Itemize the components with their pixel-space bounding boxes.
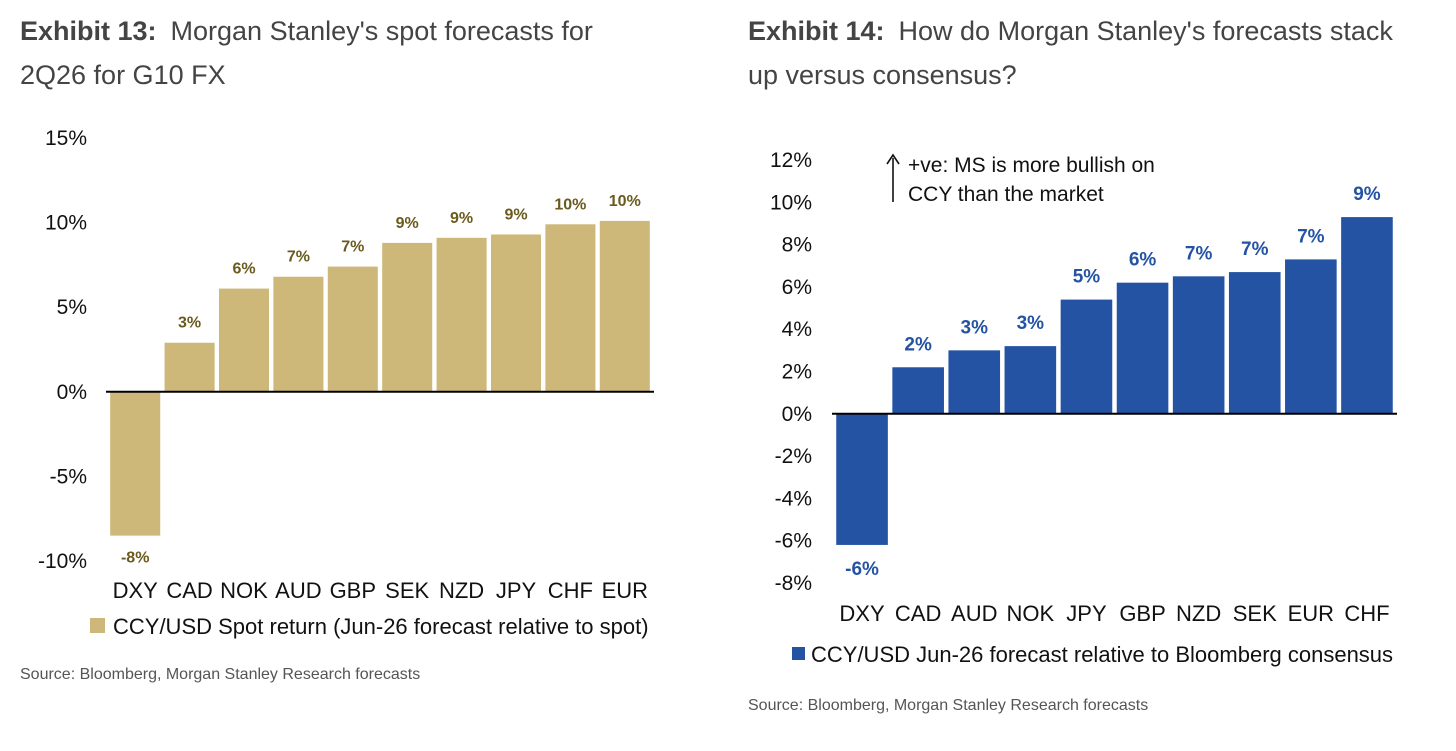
data-label: 3%	[1017, 313, 1045, 334]
exhibit-14-legend-text: CCY/USD Jun-26 forecast relative to Bloo…	[811, 642, 1393, 667]
category-label: GBP	[1119, 601, 1165, 626]
up-arrow-head-icon	[886, 153, 900, 165]
exhibit-14-number: Exhibit 14:	[748, 16, 885, 46]
data-label: 6%	[1129, 250, 1157, 271]
bar-sek	[382, 242, 433, 392]
exhibit-14-source: Source: Bloomberg, Morgan Stanley Resear…	[748, 697, 1149, 714]
bar-cad	[892, 367, 944, 414]
bar-eur	[1285, 259, 1337, 414]
category-label: CHF	[548, 578, 593, 603]
category-label: GBP	[330, 578, 376, 603]
data-label: 7%	[1185, 243, 1213, 264]
category-label: CHF	[1344, 601, 1389, 626]
ytick-label: 12%	[770, 149, 812, 172]
data-label: 6%	[232, 261, 255, 278]
bar-eur	[599, 220, 650, 392]
category-label: EUR	[602, 578, 648, 603]
category-label: NZD	[439, 578, 484, 603]
data-label: 10%	[609, 193, 641, 210]
exhibit-14-legend: CCY/USD Jun-26 forecast relative to Bloo…	[792, 642, 1393, 667]
data-label: 9%	[396, 215, 419, 232]
data-label: 2%	[904, 334, 932, 355]
annotation-line-2: CCY than the market	[908, 183, 1104, 206]
category-label: EUR	[1288, 601, 1334, 626]
ytick-label: -8%	[775, 572, 812, 595]
bar-nzd	[1172, 276, 1225, 414]
ytick-label: -10%	[38, 550, 87, 573]
category-label: NOK	[1007, 601, 1055, 626]
category-label: AUD	[951, 601, 997, 626]
data-label: 7%	[1297, 226, 1325, 247]
ytick-label: 4%	[782, 318, 812, 341]
exhibit-14-annotation: +ve: MS is more bullish on CCY than the …	[886, 153, 1155, 206]
bar-nok	[218, 288, 270, 392]
category-label: JPY	[496, 578, 537, 603]
category-label: DXY	[839, 601, 885, 626]
data-label: 7%	[287, 249, 310, 266]
category-label: SEK	[385, 578, 429, 603]
ytick-label: 6%	[782, 276, 812, 299]
data-label: 3%	[961, 317, 989, 338]
ytick-label: -4%	[775, 487, 812, 510]
exhibit-14-title-text: How do Morgan Stanley's forecasts stack …	[748, 16, 1393, 90]
bar-jpy	[1060, 299, 1113, 414]
data-label: 7%	[1241, 239, 1269, 260]
exhibit-13-chart: 15% 10% 5% 0% -5% -10% -8% DXY 3% CAD 6% NOK 7% AUD 7%…	[38, 127, 654, 603]
bar-dxy	[836, 413, 888, 545]
data-label: 3%	[178, 315, 201, 332]
category-label: JPY	[1066, 601, 1107, 626]
ytick-label: 15%	[45, 127, 87, 150]
category-label: CAD	[895, 601, 941, 626]
ytick-label: 10%	[770, 191, 812, 214]
ytick-label: -5%	[50, 465, 87, 488]
bar-chf	[1341, 217, 1393, 414]
category-label: NZD	[1176, 601, 1221, 626]
exhibit-14-legend-swatch	[792, 647, 805, 660]
exhibit-13-title-text: Morgan Stanley's spot forecasts for 2Q26…	[20, 16, 593, 90]
data-label: 9%	[450, 210, 473, 227]
bar-aud	[948, 350, 1001, 414]
exhibit-13-number: Exhibit 13:	[20, 16, 157, 46]
ytick-label: 8%	[782, 234, 812, 257]
ytick-label: 10%	[45, 212, 87, 235]
data-label: 9%	[504, 206, 527, 223]
bar-gbp	[327, 266, 378, 392]
bar-sek	[1228, 272, 1281, 414]
exhibit-13-source: Source: Bloomberg, Morgan Stanley Resear…	[20, 666, 421, 683]
data-label: 5%	[1073, 267, 1101, 288]
ytick-label: -2%	[775, 445, 812, 468]
bar-dxy	[110, 391, 161, 536]
category-label: NOK	[220, 578, 268, 603]
bar-nzd	[436, 237, 487, 392]
bar-jpy	[490, 234, 542, 392]
category-label: DXY	[113, 578, 159, 603]
data-label: -6%	[845, 559, 879, 580]
data-label: 9%	[1353, 184, 1381, 205]
data-label: 10%	[554, 196, 586, 213]
exhibit-13-legend-swatch	[90, 618, 105, 633]
data-label: 7%	[341, 239, 364, 256]
category-label: AUD	[275, 578, 321, 603]
category-label: SEK	[1233, 601, 1277, 626]
bar-gbp	[1116, 282, 1169, 414]
exhibit-14-chart: 12% 10% 8% 6% 4% 2% 0% -2% -4% -6% -8% -6% DXY 2% CAD 3…	[770, 149, 1397, 626]
ytick-label: 5%	[57, 296, 87, 319]
data-label: -8%	[121, 550, 149, 567]
bar-aud	[273, 276, 324, 392]
ytick-label: -6%	[775, 530, 812, 553]
ytick-label: 0%	[57, 381, 87, 404]
exhibit-14-title: Exhibit 14: How do Morgan Stanley's forec…	[748, 9, 1408, 97]
exhibit-13-legend: CCY/USD Spot return (Jun-26 forecast rel…	[90, 614, 649, 639]
ytick-label: 2%	[782, 361, 812, 384]
bar-cad	[164, 342, 215, 392]
bar-nok	[1004, 346, 1057, 414]
ytick-label: 0%	[782, 403, 812, 426]
bar-chf	[545, 224, 596, 392]
exhibit-13-legend-text: CCY/USD Spot return (Jun-26 forecast rel…	[113, 614, 649, 639]
exhibit-13-title: Exhibit 13: Morgan Stanley's spot forecas…	[20, 9, 660, 97]
category-label: CAD	[166, 578, 212, 603]
annotation-line-1: +ve: MS is more bullish on	[908, 154, 1155, 177]
